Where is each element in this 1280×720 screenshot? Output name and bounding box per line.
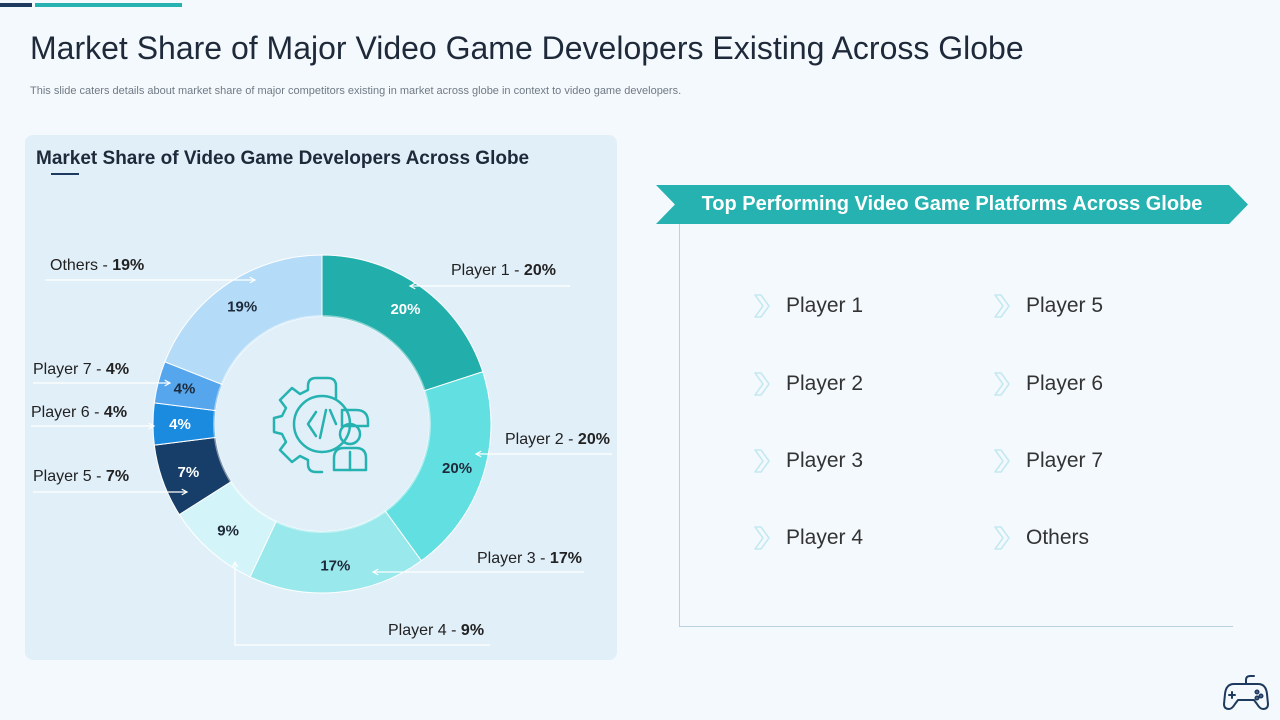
leader-arrowhead (181, 488, 189, 496)
platform-item-label: Player 3 (786, 449, 864, 472)
top-accent-bar-teal (35, 3, 182, 7)
chevron-right-icon (754, 294, 770, 318)
legend-label-player-5: Player 5 - 7% (33, 468, 129, 486)
legend-label-name: Player 7 - (33, 361, 106, 378)
chevron-right-icon (994, 294, 1010, 318)
platform-item-label: Player 1 (786, 294, 864, 317)
platforms-box-left-border (679, 224, 680, 627)
chart-title-underline (51, 173, 79, 175)
developer-gear-icon (272, 376, 370, 474)
legend-label-others: Others - 19% (50, 257, 144, 275)
platform-item: Player 4 (753, 523, 863, 553)
slice-value-label: 4% (169, 416, 191, 433)
chevron-right-icon (994, 372, 1010, 396)
platforms-banner (656, 185, 1248, 224)
platform-item-label: Player 5 (1026, 294, 1104, 317)
chevron-right-icon (754, 526, 770, 550)
legend-label-name: Player 4 - (388, 622, 461, 639)
platform-item-label: Player 7 (1026, 449, 1104, 472)
platform-item: Player 3 (753, 446, 863, 476)
platform-item-label: Player 4 (786, 526, 864, 549)
platform-item: Player 5 (993, 291, 1103, 321)
chevron-right-icon (994, 449, 1010, 473)
page-subtitle: This slide caters details about market s… (30, 85, 682, 97)
legend-label-player-7: Player 7 - 4% (33, 361, 129, 379)
chevron-right-icon (994, 526, 1010, 550)
legend-label-pct: 9% (460, 622, 485, 639)
legend-label-name: Player 1 - (451, 262, 524, 279)
platform-item-label: Others (1026, 526, 1090, 549)
slice-value-label: 17% (320, 557, 350, 574)
leader-arrowhead (249, 276, 257, 284)
leader-arrowhead (164, 379, 172, 387)
legend-label-pct: 7% (105, 468, 130, 485)
leader-arrowhead (408, 282, 416, 290)
legend-label-player-2: Player 2 - 20% (505, 431, 610, 449)
legend-label-pct: 4% (105, 361, 130, 378)
legend-label-name: Player 6 - (31, 404, 104, 421)
legend-label-pct: 19% (112, 257, 145, 274)
donut-inner-ring (213, 315, 431, 533)
platform-item: Player 6 (993, 369, 1103, 399)
leader-line (234, 562, 490, 646)
leader-arrowhead (474, 450, 482, 458)
platform-item: Player 7 (993, 446, 1103, 476)
slice-value-label: 9% (217, 523, 239, 540)
legend-label-player-6: Player 6 - 4% (31, 404, 127, 422)
legend-label-pct: 20% (523, 262, 556, 279)
legend-label-player-1: Player 1 - 20% (451, 262, 556, 280)
leader-arrowhead (148, 422, 156, 430)
slice-value-label: 20% (390, 301, 420, 318)
legend-label-pct: 4% (103, 404, 128, 421)
legend-label-name: Player 2 - (505, 431, 578, 448)
leader-arrowhead (231, 560, 239, 568)
platform-item: Others (993, 523, 1089, 553)
platform-item: Player 1 (753, 291, 863, 321)
slice-value-label: 7% (178, 464, 200, 481)
platform-item-label: Player 6 (1026, 372, 1104, 395)
gamepad-icon (1223, 675, 1269, 710)
platforms-box-bottom-border (679, 626, 1233, 627)
page-title: Market Share of Major Video Game Develop… (30, 30, 1024, 66)
leader-arrowhead (371, 568, 379, 576)
slice-value-label: 4% (174, 381, 196, 398)
legend-label-name: Others - (50, 257, 113, 274)
platform-item-label: Player 2 (786, 372, 864, 395)
legend-label-player-4: Player 4 - 9% (388, 622, 484, 640)
legend-label-player-3: Player 3 - 17% (477, 550, 582, 568)
chevron-right-icon (754, 449, 770, 473)
slice-value-label: 20% (442, 460, 472, 477)
platform-item: Player 2 (753, 369, 863, 399)
slice-value-label: 19% (227, 299, 257, 316)
top-accent-bar-dark (0, 3, 32, 7)
legend-label-pct: 20% (577, 431, 610, 448)
chart-title: Market Share of Video Game Developers Ac… (36, 148, 530, 169)
legend-label-name: Player 3 - (477, 550, 550, 567)
platforms-banner-title: Top Performing Video Game Platforms Acro… (701, 193, 1203, 215)
chevron-right-icon (754, 372, 770, 396)
legend-label-name: Player 5 - (33, 468, 106, 485)
legend-label-pct: 17% (549, 550, 582, 567)
